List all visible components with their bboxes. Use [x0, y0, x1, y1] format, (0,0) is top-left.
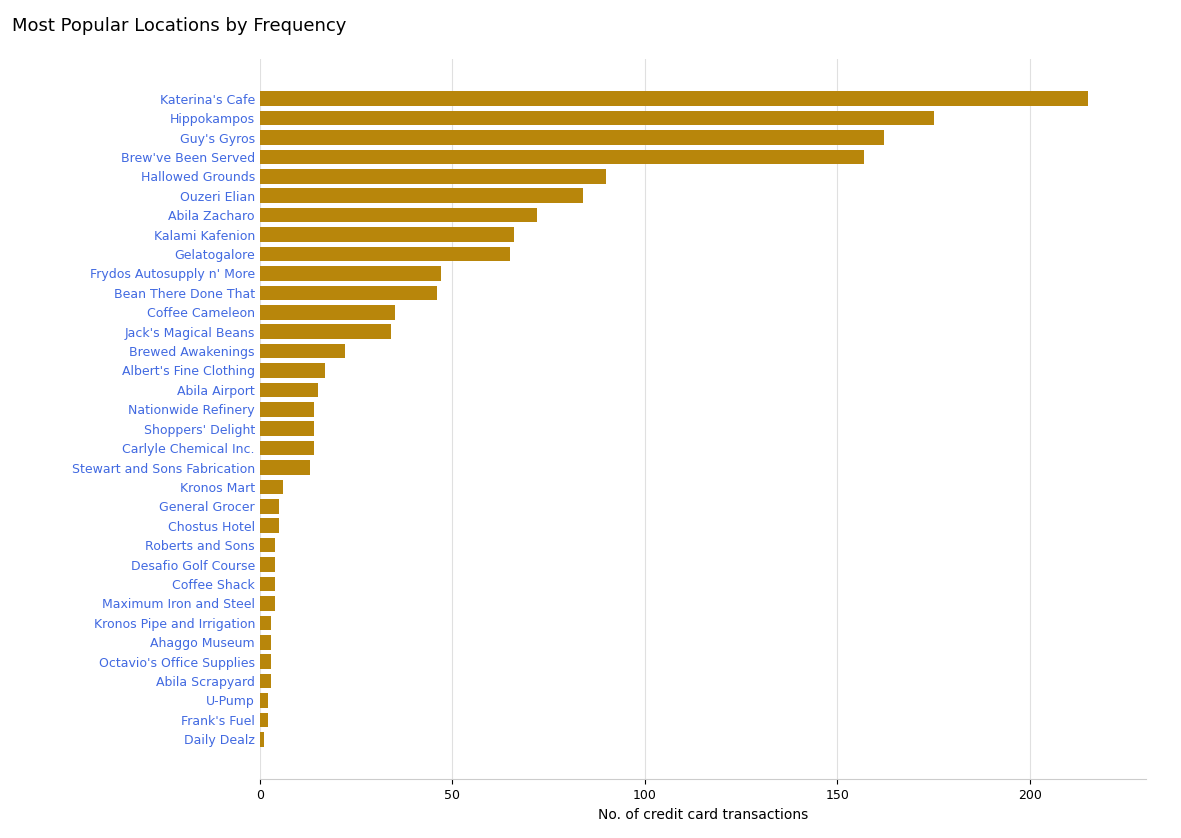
Bar: [260, 460, 309, 475]
Bar: [260, 189, 583, 203]
Bar: [260, 557, 275, 572]
Bar: [260, 596, 275, 611]
Bar: [260, 441, 314, 455]
Bar: [260, 479, 283, 494]
Bar: [260, 383, 318, 397]
Bar: [260, 266, 441, 281]
Bar: [260, 499, 279, 514]
Bar: [260, 246, 510, 261]
Bar: [260, 344, 345, 359]
Bar: [260, 732, 263, 747]
Bar: [260, 519, 279, 533]
Bar: [260, 635, 272, 649]
Bar: [260, 577, 275, 592]
X-axis label: No. of credit card transactions: No. of credit card transactions: [598, 808, 808, 821]
Bar: [260, 538, 275, 552]
Bar: [260, 324, 391, 339]
Bar: [260, 712, 268, 727]
Bar: [260, 305, 394, 319]
Bar: [260, 674, 272, 688]
Bar: [260, 654, 272, 669]
Bar: [260, 130, 883, 145]
Bar: [260, 286, 437, 300]
Bar: [260, 363, 325, 378]
Bar: [260, 693, 268, 708]
Bar: [260, 616, 272, 630]
Bar: [260, 422, 314, 436]
Bar: [260, 91, 1088, 106]
Text: Most Popular Locations by Frequency: Most Popular Locations by Frequency: [12, 17, 346, 34]
Bar: [260, 111, 934, 126]
Bar: [260, 208, 537, 222]
Bar: [260, 402, 314, 416]
Bar: [260, 227, 514, 242]
Bar: [260, 150, 864, 164]
Bar: [260, 169, 606, 184]
